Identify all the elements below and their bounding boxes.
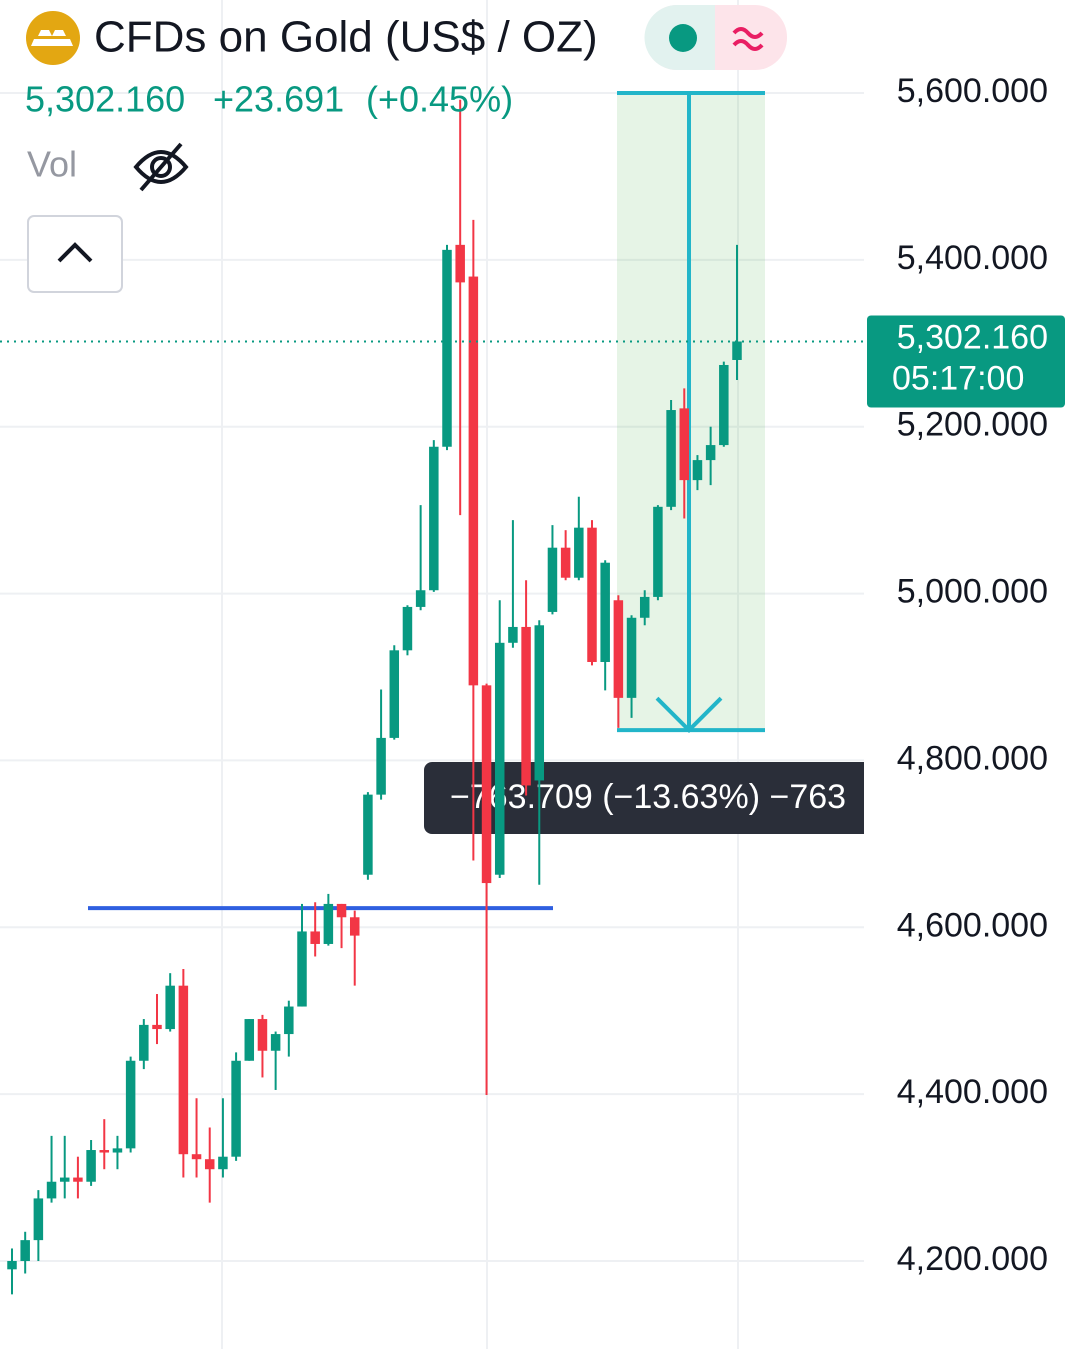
y-axis: 4,200.000 4,400.000 4,600.000 4,800.000 5,00… <box>867 72 1065 1278</box>
candle-body <box>376 737 386 795</box>
candle-body <box>349 917 360 936</box>
candle-body <box>218 1156 228 1170</box>
candle-body <box>204 1159 215 1170</box>
market-open-dot <box>669 24 697 52</box>
candle-body <box>389 650 400 738</box>
candle-body <box>33 1198 44 1241</box>
candle-body <box>297 931 307 1007</box>
candle-body <box>99 1150 110 1153</box>
y-tick-label: 4,600.000 <box>897 906 1048 944</box>
header: CFDs on Gold (US$ / OZ) 5,302.160 +23.69… <box>25 5 787 293</box>
candle-body <box>666 410 676 507</box>
measure-label-box <box>424 762 864 834</box>
price-tag-countdown: 05:17:00 <box>892 359 1024 397</box>
chart-title: CFDs on Gold (US$ / OZ) <box>94 13 598 62</box>
candle-body <box>336 903 347 918</box>
candle-body <box>323 903 334 944</box>
candle-body <box>719 364 729 446</box>
candle-body <box>705 445 716 461</box>
candle-body <box>574 527 584 578</box>
candle-body <box>429 446 439 591</box>
candle-body <box>455 244 465 283</box>
candle-body <box>59 1177 70 1182</box>
candle-body <box>270 1034 281 1051</box>
measure-label: −763.709 (−13.63%) −763 <box>450 778 846 816</box>
candle-body <box>494 642 505 875</box>
candle-body <box>481 685 492 884</box>
candle-body <box>125 1060 136 1149</box>
y-tick-label: 5,200.000 <box>897 406 1048 444</box>
collapse-button[interactable] <box>27 215 123 293</box>
candle-body <box>112 1148 123 1153</box>
candle-body <box>178 985 189 1155</box>
candle-body <box>152 1024 162 1030</box>
y-tick-label: 5,400.000 <box>897 239 1048 277</box>
candle-body <box>310 931 320 944</box>
candle-body <box>732 341 742 360</box>
candle-body <box>653 506 663 597</box>
candle-body <box>521 626 531 786</box>
candle-body <box>547 547 558 612</box>
candle-body <box>73 1177 83 1182</box>
last-price: 5,302.160 <box>25 79 185 120</box>
symbol-icon <box>26 11 80 65</box>
candle-body <box>231 1060 241 1157</box>
y-tick-label: 4,200.000 <box>897 1240 1048 1278</box>
gold-bars <box>31 30 73 46</box>
candle-body <box>86 1150 96 1182</box>
candle-body <box>7 1260 17 1270</box>
price-change: +23.691 <box>213 79 344 120</box>
y-tick-label: 5,000.000 <box>897 573 1048 611</box>
candle-body <box>363 794 373 875</box>
candle-body <box>613 600 624 698</box>
price-change-pct: (+0.45%) <box>366 79 513 120</box>
candle-body <box>244 1019 255 1061</box>
delayed-icon <box>732 27 764 51</box>
candle-body <box>679 408 690 481</box>
candle-body <box>284 1006 294 1035</box>
measure-arrowhead <box>655 696 723 733</box>
candle-body <box>415 590 426 607</box>
chevron-up <box>57 242 93 263</box>
candle-body <box>165 985 175 1030</box>
candle-body <box>560 547 571 578</box>
candle-body <box>468 276 479 686</box>
candle-body <box>587 527 597 662</box>
candle-body <box>639 596 650 618</box>
candle-body <box>600 562 610 662</box>
candle-body <box>442 249 452 447</box>
candle-body <box>508 626 518 643</box>
candle-body <box>402 606 413 651</box>
y-tick-label: 5,600.000 <box>897 72 1048 110</box>
candle-body <box>626 617 637 698</box>
candle-body <box>20 1240 30 1261</box>
candle-body <box>534 625 545 781</box>
volume-label: Vol <box>27 144 77 185</box>
candle-body <box>46 1181 57 1199</box>
y-tick-label: 4,400.000 <box>897 1073 1048 1111</box>
y-tick-label: 4,800.000 <box>897 739 1048 777</box>
hide-volume-icon[interactable] <box>133 142 189 192</box>
candle-body <box>692 460 703 481</box>
price-tag-label: 5,302.160 <box>897 318 1048 356</box>
candle-body <box>191 1154 202 1160</box>
plot: −763.709 (−13.63%) −763 <box>0 91 864 1295</box>
candle-body <box>257 1019 268 1051</box>
price-tag <box>867 315 1065 408</box>
candle-body <box>139 1024 149 1061</box>
